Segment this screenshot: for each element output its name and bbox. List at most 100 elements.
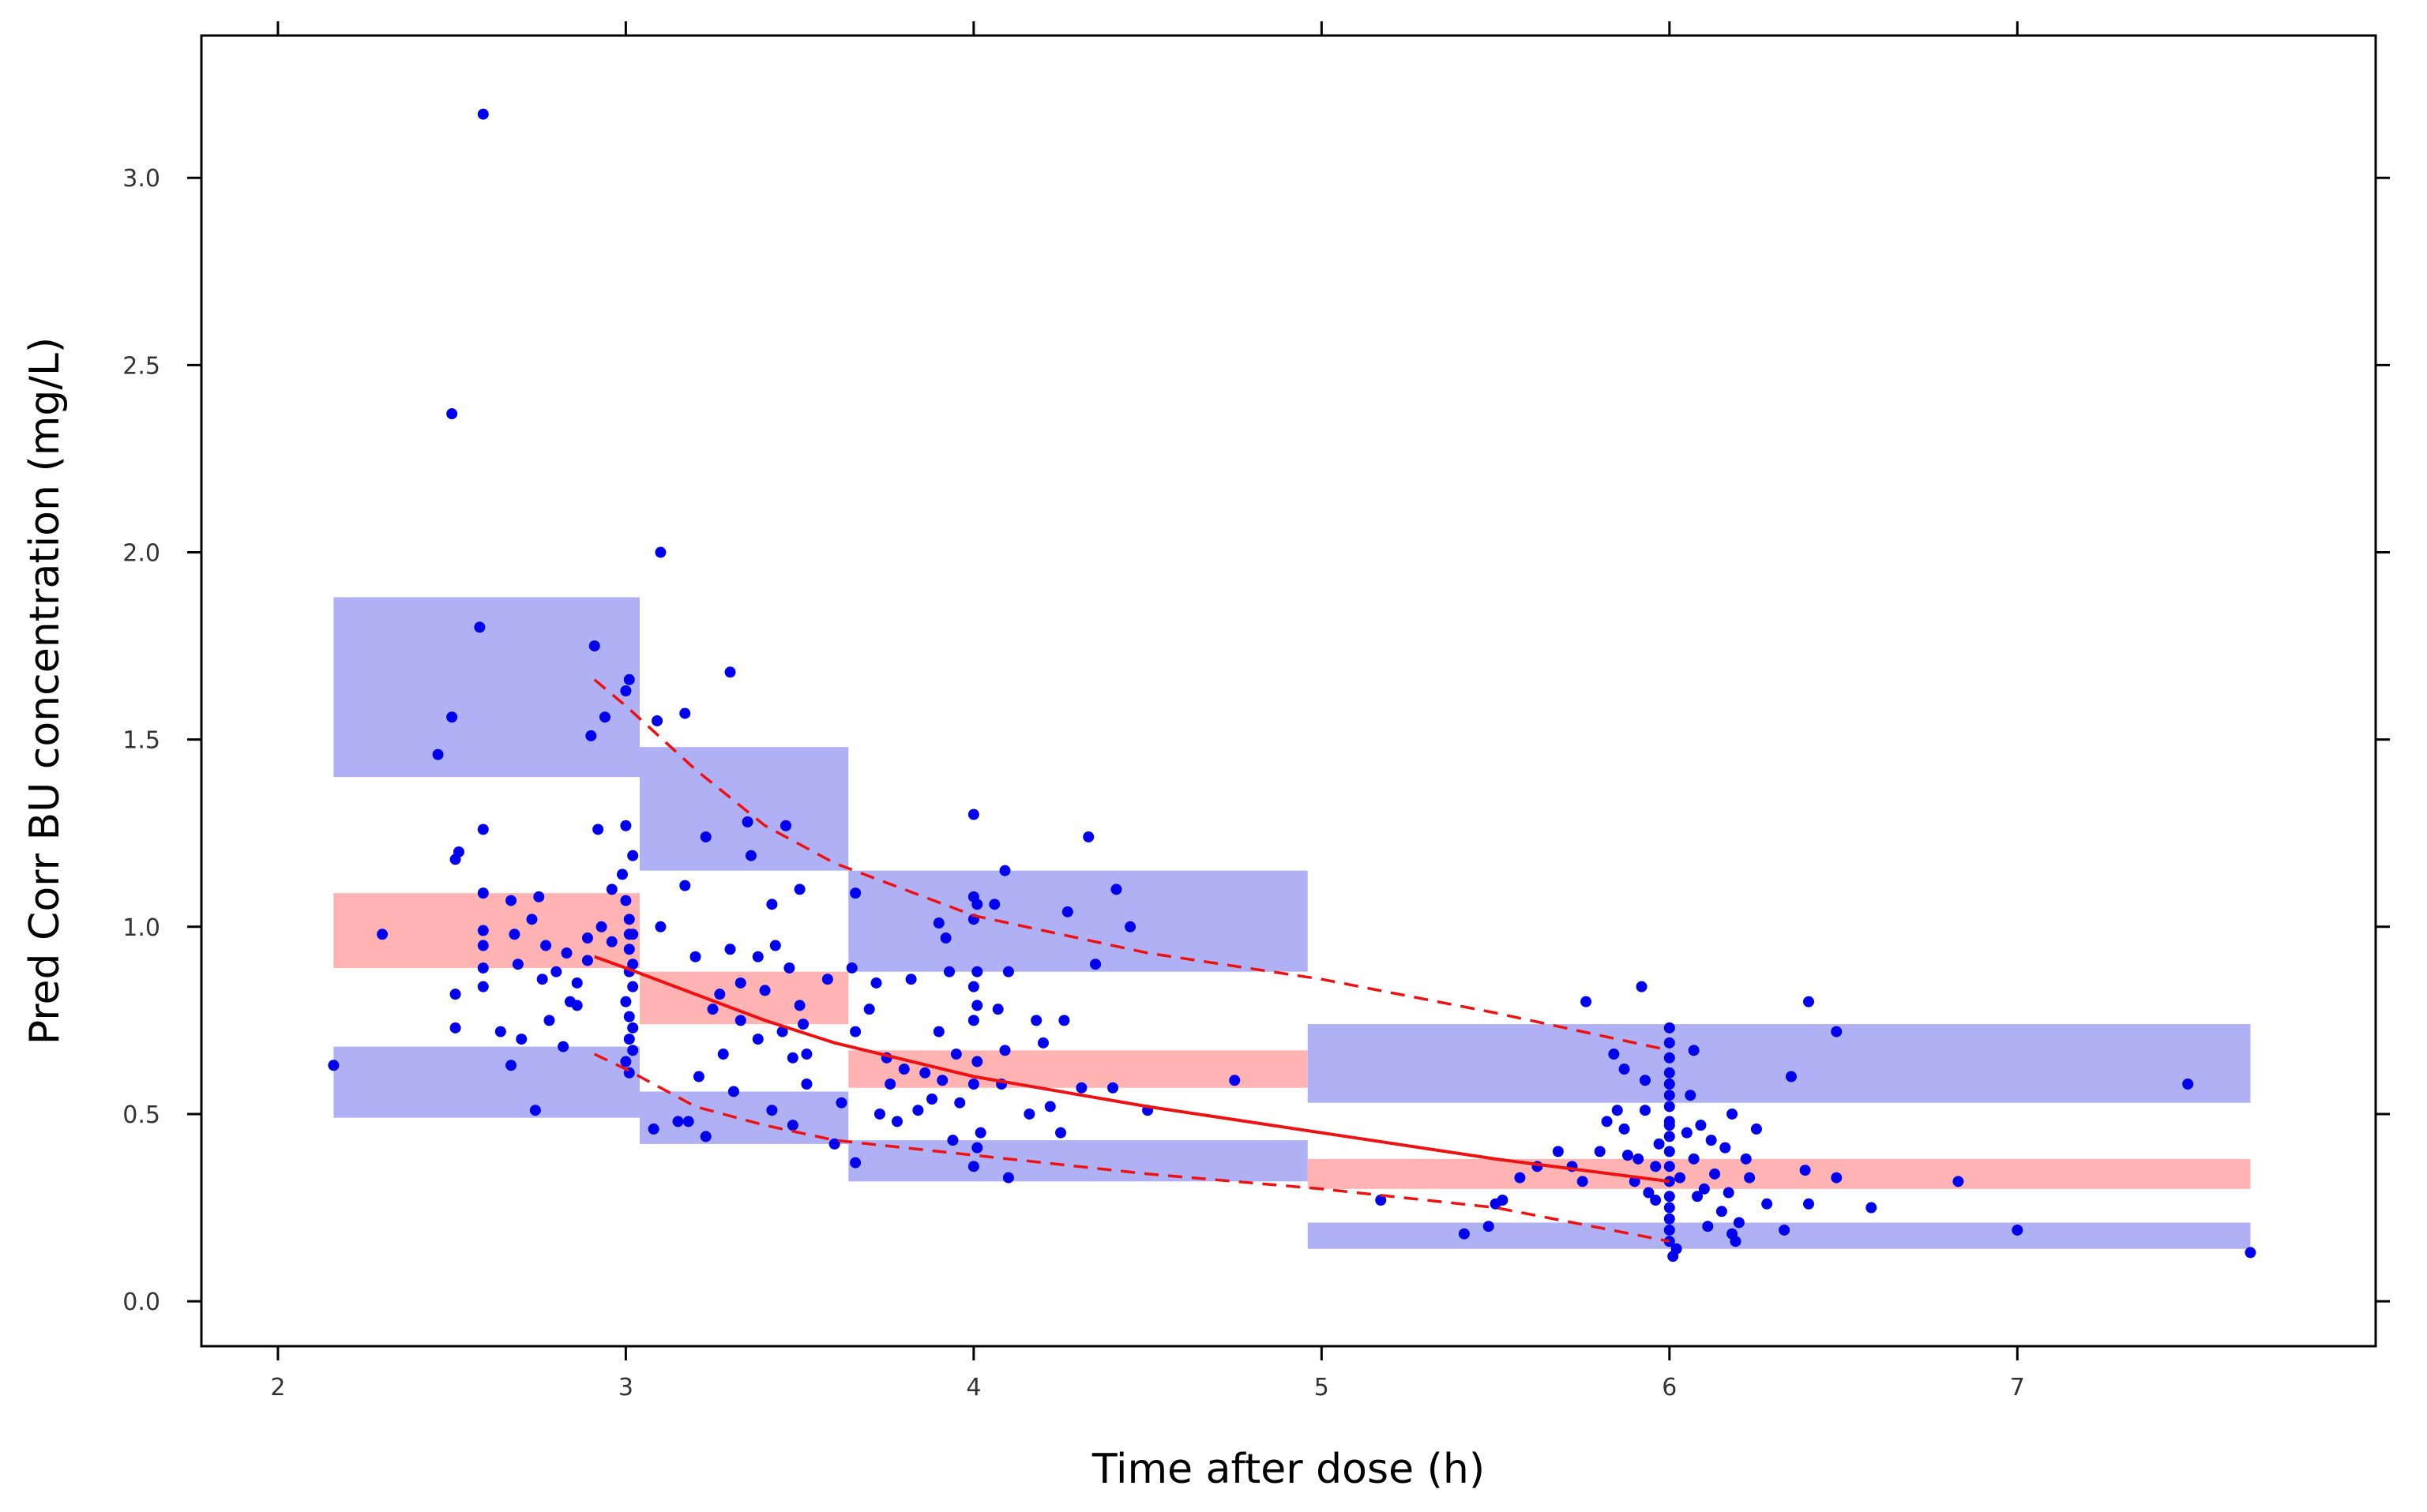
data-point: [516, 1034, 528, 1045]
data-point: [627, 850, 639, 861]
data-point: [734, 977, 746, 989]
data-point: [512, 959, 524, 970]
data-point: [1688, 1153, 1700, 1165]
data-point: [801, 1049, 813, 1060]
data-point: [1719, 1142, 1731, 1154]
data-point: [1685, 1090, 1696, 1101]
data-point: [627, 959, 639, 970]
data-point: [919, 1067, 931, 1079]
data-point: [828, 1138, 840, 1150]
data-point: [798, 1019, 810, 1030]
data-point: [1002, 1172, 1014, 1184]
band-upper-bin-4: [1307, 1024, 2251, 1103]
data-point: [655, 546, 667, 558]
data-point: [1663, 1146, 1675, 1157]
data-point: [1750, 1123, 1762, 1135]
data-point: [672, 1116, 684, 1127]
y-tick-label: 1.0: [122, 914, 160, 942]
y-tick-label: 0.5: [122, 1101, 160, 1129]
data-point: [620, 1056, 632, 1067]
data-point: [558, 1041, 569, 1052]
data-point: [1514, 1172, 1526, 1184]
data-point: [1803, 996, 1815, 1007]
data-point: [944, 966, 956, 977]
data-point: [724, 666, 736, 678]
band-upper-bin-3: [848, 870, 1308, 972]
x-tick-label: 3: [618, 1374, 633, 1401]
data-point: [734, 1015, 746, 1026]
data-point: [1715, 1206, 1727, 1217]
data-point: [1740, 1153, 1752, 1165]
data-point: [1702, 1221, 1714, 1232]
data-point: [766, 1105, 778, 1116]
data-point: [912, 1105, 924, 1116]
plot-frame: [200, 34, 2377, 1348]
data-point: [1663, 1176, 1675, 1187]
data-point: [2012, 1224, 2023, 1236]
data-point: [561, 947, 573, 959]
data-point: [863, 1004, 875, 1015]
data-point: [717, 1049, 729, 1060]
data-point: [1650, 1161, 1662, 1172]
data-point: [950, 1049, 962, 1060]
data-point: [1831, 1172, 1843, 1184]
data-point: [328, 1060, 340, 1071]
data-point: [971, 1142, 983, 1154]
data-point: [975, 1127, 986, 1139]
data-point: [752, 1034, 764, 1045]
data-point: [1639, 1075, 1651, 1086]
data-point: [477, 981, 489, 992]
data-point: [1785, 1071, 1797, 1082]
data-point: [581, 955, 593, 966]
data-point: [1044, 1101, 1056, 1112]
data-point: [1552, 1146, 1564, 1157]
data-point: [477, 925, 489, 936]
data-point: [1674, 1172, 1686, 1184]
data-point: [954, 1097, 966, 1109]
data-point: [724, 944, 736, 955]
data-point: [1650, 1195, 1662, 1206]
data-point: [850, 887, 862, 899]
data-point: [689, 951, 701, 962]
data-point: [1663, 1067, 1675, 1079]
data-point: [947, 1135, 959, 1146]
band-lower-bin-1: [333, 1046, 641, 1118]
data-point: [571, 977, 583, 989]
data-point: [783, 962, 795, 974]
observed-points: [328, 108, 2256, 1263]
y-tick-label: 3.0: [122, 165, 160, 193]
data-point: [971, 1000, 983, 1011]
data-point: [1663, 1224, 1675, 1236]
data-point: [693, 1071, 704, 1082]
data-point: [769, 940, 781, 951]
data-point: [742, 816, 753, 827]
data-point: [1663, 1161, 1675, 1172]
data-point: [616, 869, 628, 880]
data-point: [585, 730, 597, 741]
data-point: [620, 685, 632, 696]
x-tick-label: 4: [966, 1374, 981, 1401]
data-point: [432, 748, 444, 760]
data-point: [1865, 1202, 1877, 1214]
data-point: [1580, 996, 1592, 1007]
y-tick-label: 0.0: [122, 1289, 160, 1316]
data-point: [1229, 1075, 1241, 1086]
data-point: [623, 914, 635, 925]
x-tick-label: 5: [1314, 1374, 1329, 1401]
x-tick-label: 7: [2010, 1374, 2025, 1401]
data-point: [592, 824, 604, 835]
data-point: [1952, 1176, 1964, 1187]
data-point: [1639, 1105, 1651, 1116]
data-point: [752, 951, 764, 962]
data-point: [873, 1108, 885, 1120]
axis-ticks: 2 3 4 5 6 7 0.0 0.5 1.0 1.5 2.0 2.5 3.0: [122, 21, 2390, 1401]
data-point: [1375, 1195, 1387, 1206]
data-point: [1663, 1090, 1675, 1101]
data-point: [1705, 1135, 1717, 1146]
data-point: [794, 884, 806, 895]
data-point: [846, 962, 858, 974]
data-point: [989, 899, 1001, 910]
data-point: [1054, 1127, 1066, 1139]
data-point: [967, 981, 979, 992]
